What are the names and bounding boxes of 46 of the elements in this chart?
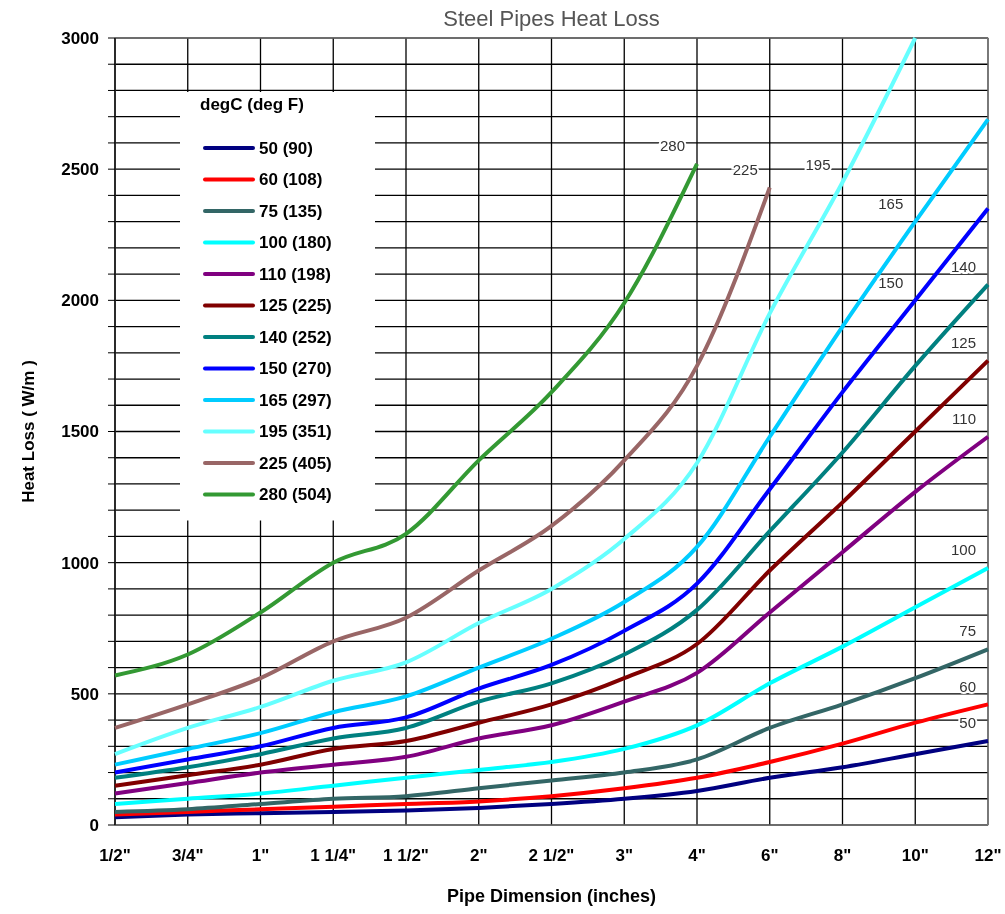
x-tick-label: 12" bbox=[974, 846, 1002, 865]
annotation: 125 bbox=[950, 333, 976, 351]
x-tick-label: 3/4" bbox=[171, 846, 204, 865]
x-tick-label: 2 1/2" bbox=[528, 846, 575, 865]
x-tick-label: 1 1/4" bbox=[310, 846, 357, 865]
x-tick-label: 1/2" bbox=[99, 846, 131, 865]
annotation: 150 bbox=[878, 273, 904, 291]
annotation: 100 bbox=[950, 541, 976, 559]
legend-label: 150 (270) bbox=[259, 359, 332, 379]
y-tick-label: 3000 bbox=[61, 28, 99, 48]
annotation: 60 bbox=[959, 677, 976, 695]
x-tick-label: 1 1/2" bbox=[383, 846, 429, 865]
x-tick-label: 10" bbox=[901, 846, 929, 865]
x-tick-label: 1" bbox=[251, 846, 270, 865]
x-axis-title: Pipe Dimension (inches) bbox=[446, 886, 657, 906]
y-tick-label: 1000 bbox=[61, 553, 99, 573]
legend-label: 195 (351) bbox=[259, 422, 332, 442]
legend-label: 100 (180) bbox=[259, 233, 332, 253]
line-series bbox=[113, 161, 699, 678]
y-tick-label: 1500 bbox=[61, 422, 99, 442]
annotation: 165 bbox=[878, 194, 904, 212]
legend-label: 125 (225) bbox=[259, 296, 332, 316]
legend-label: 140 (252) bbox=[259, 327, 332, 347]
chart-title: Steel Pipes Heat Loss bbox=[443, 6, 660, 31]
annotation: 140 bbox=[950, 257, 976, 275]
y-tick-label: 0 bbox=[89, 815, 99, 835]
line-series bbox=[113, 36, 918, 757]
y-tick-label: 500 bbox=[70, 684, 99, 704]
x-tick-label: 8" bbox=[833, 846, 852, 865]
x-tick-label: 3" bbox=[615, 846, 634, 865]
legend-label: 280 (504) bbox=[259, 485, 332, 505]
legend-label: 50 (90) bbox=[259, 138, 313, 158]
annotation: 75 bbox=[959, 622, 976, 640]
legend-label: 75 (135) bbox=[259, 201, 323, 221]
legend-label: 225 (405) bbox=[259, 453, 332, 473]
y-axis-title: Heat Loss ( W/m ) bbox=[19, 360, 38, 503]
legend-label: 110 (198) bbox=[259, 264, 331, 284]
legend-label: 165 (297) bbox=[259, 390, 332, 410]
legend-label: 60 (108) bbox=[259, 170, 323, 190]
legend-title: degC (deg F) bbox=[200, 95, 304, 114]
y-tick-label: 2000 bbox=[61, 291, 99, 311]
x-tick-label: 4" bbox=[688, 846, 706, 865]
x-tick-label: 6" bbox=[760, 846, 779, 865]
x-tick-label: 2" bbox=[469, 846, 488, 865]
y-tick-label: 2500 bbox=[61, 160, 99, 180]
annotation: 110 bbox=[952, 410, 976, 427]
